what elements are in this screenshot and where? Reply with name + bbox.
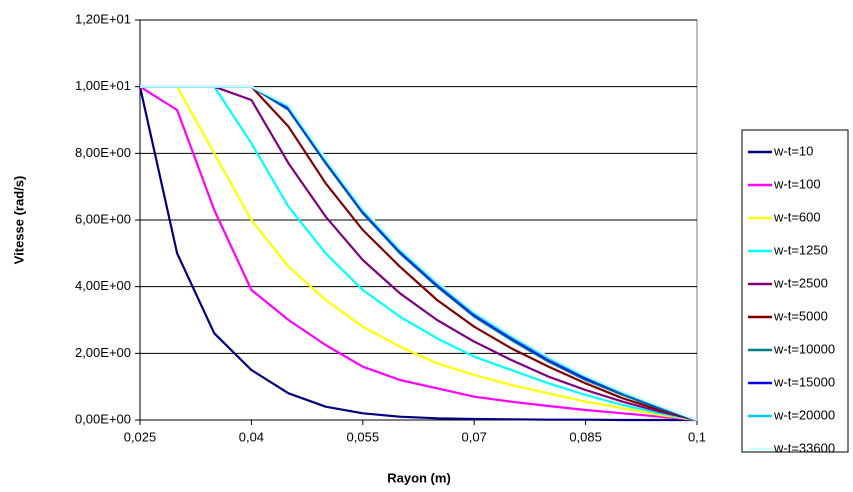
x-tick-label: 0,1	[688, 429, 706, 444]
y-tick-label: 0,00E+00	[75, 411, 131, 426]
x-tick-label: 0,07	[462, 429, 487, 444]
y-tick-label: 4,00E+00	[75, 278, 131, 293]
y-tick-label: 8,00E+00	[75, 145, 131, 160]
x-tick-label: 0,04	[239, 429, 264, 444]
legend-label: w-t=10000	[773, 341, 835, 356]
y-tick-label: 6,00E+00	[75, 211, 131, 226]
series-line	[138, 86, 697, 422]
legend-label: w-t=5000	[773, 308, 828, 323]
legend-label: w-t=33600	[773, 440, 835, 455]
legend-label: w-t=600	[773, 209, 821, 224]
y-tick-label: 2,00E+00	[75, 345, 131, 360]
x-tick-label: 0,055	[347, 429, 380, 444]
legend-label: w-t=20000	[773, 407, 835, 422]
series-line	[139, 85, 698, 422]
y-axis-title: Vitesse (rad/s)	[11, 176, 26, 265]
series-line	[140, 85, 698, 422]
x-tick-label: 0,085	[569, 429, 602, 444]
x-tick-label: 0,025	[124, 429, 157, 444]
series-line	[140, 85, 698, 422]
series-line	[140, 85, 698, 422]
y-tick-label: 1,20E+01	[75, 11, 131, 26]
legend-label: w-t=10	[773, 143, 813, 158]
legend-label: w-t=1250	[773, 242, 828, 257]
legend-label: w-t=15000	[773, 374, 835, 389]
x-axis-title: Rayon (m)	[387, 470, 451, 485]
series-line	[140, 85, 698, 422]
y-tick-label: 1,00E+01	[75, 78, 131, 93]
legend-box	[741, 129, 849, 453]
legend-label: w-t=2500	[773, 275, 828, 290]
legend-label: w-t=100	[773, 176, 821, 191]
